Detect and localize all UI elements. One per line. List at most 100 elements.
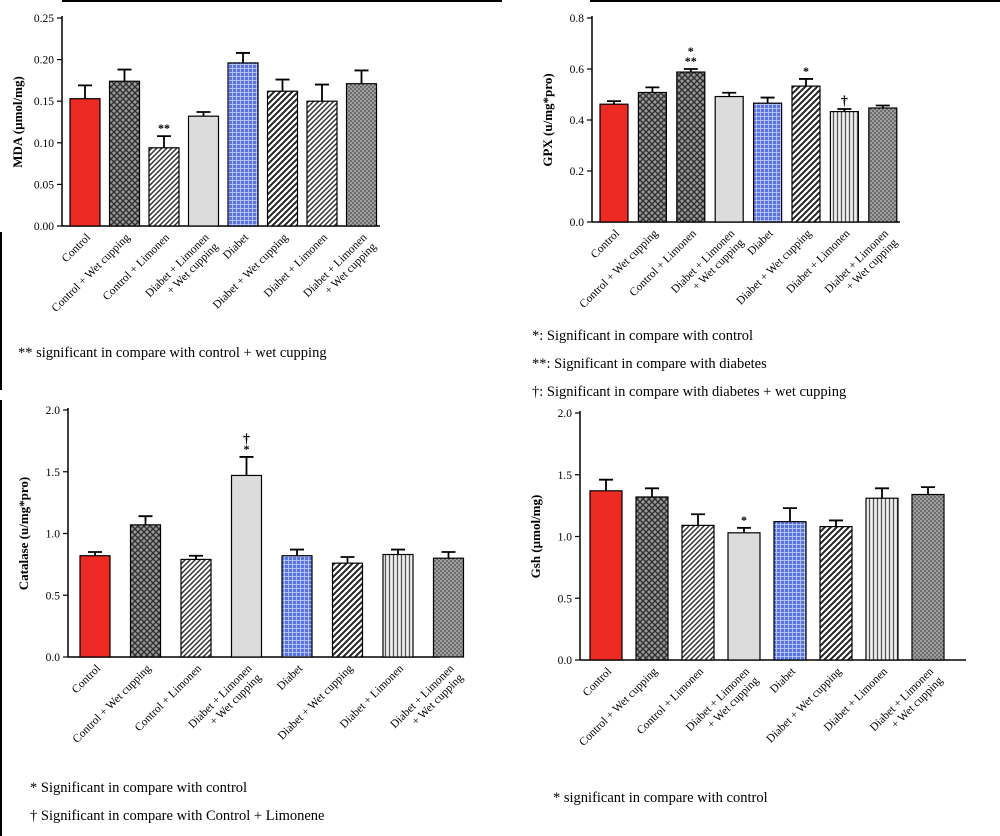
bar <box>69 98 101 227</box>
bar <box>635 496 669 661</box>
y-tick-label: 1.5 <box>558 470 573 482</box>
divider-left-lower <box>0 400 2 836</box>
significance-mark: * <box>741 513 747 527</box>
bar <box>681 524 715 661</box>
significance-mark: * <box>803 64 809 78</box>
y-tick-label: 0.8 <box>570 13 585 25</box>
x-tick-label: Diabet <box>746 227 777 258</box>
bar <box>589 490 623 661</box>
bar <box>345 83 378 227</box>
bar <box>727 532 761 661</box>
gpx-note-1: **: Significant in compare with diabetes <box>532 356 767 372</box>
error-bar <box>837 108 852 112</box>
bar <box>714 95 744 223</box>
error-bar <box>138 515 153 525</box>
bar <box>382 553 414 658</box>
y-tick-label: 0.0 <box>46 652 61 664</box>
error-bar <box>645 487 659 497</box>
gsh-chart: 0.0 0.5 1.0 1.5 2.0 Gsh (µmol/mg) ControlContr… <box>528 408 966 749</box>
catalase-note-1: † Significant in compare with Control + … <box>30 808 325 824</box>
bar <box>108 80 141 227</box>
y-tick-label: 1.5 <box>46 467 61 479</box>
error-bar <box>875 104 890 109</box>
bar <box>911 493 945 661</box>
bar <box>266 90 299 227</box>
bar <box>676 71 706 223</box>
error-bar <box>691 513 705 526</box>
y-tick-label: 0.4 <box>570 115 585 127</box>
x-tick-label: Control <box>70 663 103 696</box>
bar <box>753 102 783 223</box>
error-bar <box>607 100 621 105</box>
error-bar <box>189 554 203 560</box>
error-bar <box>921 486 935 495</box>
y-tick-label: 1.0 <box>46 529 61 541</box>
error-bar <box>236 52 250 63</box>
x-tick-label: Control <box>581 666 614 699</box>
y-tick-label: 0.2 <box>570 166 585 178</box>
gsh-note-0: * significant in compare with control <box>553 790 768 806</box>
y-axis-label: GPX (u/mg*pro) <box>540 73 555 166</box>
y-tick-label: 0.05 <box>34 179 54 191</box>
bar <box>281 555 313 658</box>
x-tick-label: Diabet <box>275 662 306 693</box>
bar <box>180 558 212 658</box>
error-bar <box>78 84 92 99</box>
y-tick-label: 0.5 <box>46 590 61 602</box>
gpx-chart: 0.0 0.2 0.4 0.6 0.8 GPX (u/mg*pro) ControlCont… <box>540 13 900 311</box>
error-bar <box>799 78 813 87</box>
bar <box>868 107 898 223</box>
y-tick-label: 0.0 <box>570 217 585 229</box>
x-tick-label: Diabet <box>221 231 252 262</box>
catalase-note-0: * Significant in compare with control <box>30 780 248 796</box>
error-bar <box>290 548 304 556</box>
x-tick-label: Diabet + Wet cupping <box>764 665 844 745</box>
bar <box>432 557 465 658</box>
significance-mark: * <box>688 44 694 58</box>
x-tick-label: Control <box>60 232 93 265</box>
x-tick-label: Control + Wet cupping <box>50 231 133 314</box>
error-bar <box>829 519 843 527</box>
top-rule-right <box>590 0 1000 2</box>
x-tick-label: Control + Limonen <box>628 227 700 299</box>
y-tick-label: 0.6 <box>570 64 585 76</box>
error-bar <box>275 78 290 92</box>
error-bar <box>875 487 889 499</box>
y-tick-label: 0.20 <box>34 55 54 67</box>
bar <box>227 62 259 227</box>
bar <box>306 100 338 227</box>
y-tick-label: 0.10 <box>34 138 54 150</box>
error-bar <box>239 456 254 476</box>
bar <box>79 555 111 658</box>
bar <box>819 526 853 661</box>
y-tick-label: 2.0 <box>46 405 61 417</box>
bar <box>637 91 668 223</box>
error-bar <box>157 135 171 148</box>
significance-mark: ** <box>158 121 170 135</box>
error-bar <box>441 551 456 559</box>
bar <box>331 562 364 658</box>
error-bar <box>354 69 369 84</box>
error-bar <box>391 548 405 555</box>
error-bar <box>599 478 613 491</box>
significance-mark: † <box>841 94 848 109</box>
error-bar <box>88 551 102 556</box>
mda-chart: 0.00 0.05 0.10 0.15 0.20 0.25 MDA (µmol/mg) Con… <box>10 13 380 315</box>
x-tick-label: Diabet + Wet cupping <box>211 231 291 311</box>
x-tick-label: Control + Wet cupping <box>577 665 660 748</box>
x-tick-label: Control + Limonen <box>101 231 173 303</box>
y-tick-label: 0.25 <box>34 13 54 25</box>
bar <box>599 103 629 223</box>
y-axis-label: MDA (µmol/mg) <box>10 76 25 168</box>
error-bar <box>117 68 132 82</box>
significance-mark: * <box>244 442 250 456</box>
mda-note-0: ** significant in compare with control +… <box>18 345 327 361</box>
error-bar <box>783 507 797 522</box>
gpx-note-2: †: Significant in compare with diabetes … <box>532 384 847 400</box>
x-tick-label: Diabet <box>768 665 799 696</box>
error-bar <box>645 86 660 93</box>
error-bar <box>315 83 329 102</box>
significance-mark: † <box>243 432 250 447</box>
y-tick-label: 0.0 <box>558 655 573 667</box>
y-tick-label: 0.5 <box>558 593 573 605</box>
